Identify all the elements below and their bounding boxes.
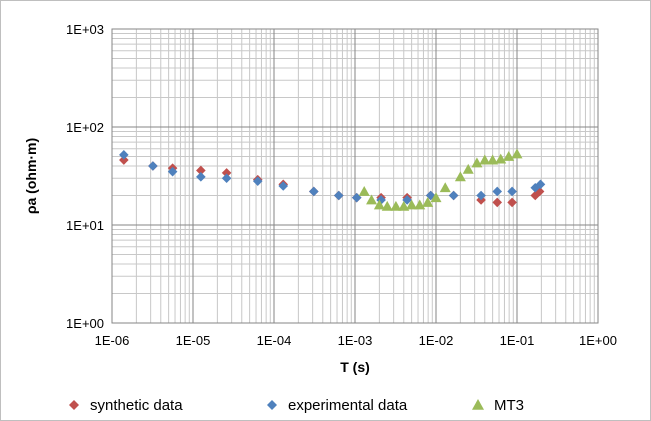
y-tick-label: 1E+01: [66, 218, 104, 233]
data-point: [278, 181, 289, 191]
series-3: [358, 148, 523, 211]
data-point: [376, 195, 386, 205]
x-tick-label: 1E-01: [500, 333, 535, 348]
y-axis-title: ρa (ohm·m): [23, 138, 39, 214]
data-point: [495, 153, 507, 164]
x-tick-label: 1E-05: [176, 333, 211, 348]
data-point: [167, 166, 178, 177]
data-point: [471, 157, 483, 168]
legend-marker: [267, 400, 277, 410]
x-tick-label: 1E-06: [95, 333, 130, 348]
x-tick-label: 1E+00: [579, 333, 617, 348]
data-point: [358, 185, 370, 196]
legend-item: experimental data: [267, 397, 408, 414]
legend-label: MT3: [494, 397, 524, 414]
data-point: [351, 192, 362, 203]
data-point: [366, 194, 378, 205]
tick-labels: 1E-06 1E-05 1E-04 1E-03 1E-02 1E-01 1E+00 1E+00…: [66, 22, 617, 348]
data-point: [402, 195, 412, 205]
data-point: [425, 190, 436, 201]
data-point: [373, 199, 385, 210]
data-points: [119, 148, 546, 211]
y-tick-label: 1E+03: [66, 22, 104, 37]
x-tick-label: 1E-02: [419, 333, 454, 348]
series-2: [119, 150, 546, 205]
data-point: [454, 171, 466, 182]
data-point: [503, 151, 515, 161]
data-point: [476, 190, 486, 201]
data-point: [390, 200, 402, 211]
legend-label: experimental data: [288, 397, 408, 414]
data-point: [381, 200, 393, 211]
data-point: [422, 196, 434, 207]
data-point: [507, 197, 517, 208]
legend: synthetic data experimental data MT3: [69, 397, 524, 414]
data-point: [196, 172, 206, 182]
data-point: [406, 199, 418, 210]
legend-marker: [472, 399, 484, 410]
data-point: [196, 165, 206, 176]
data-point: [148, 161, 158, 171]
x-tick-label: 1E-04: [257, 333, 292, 348]
data-point: [430, 192, 442, 203]
legend-marker: [69, 400, 79, 410]
y-tick-label: 1E+02: [66, 120, 104, 135]
data-point: [507, 186, 517, 197]
data-point: [414, 199, 426, 210]
data-point: [535, 179, 546, 190]
data-point: [462, 163, 474, 174]
data-point: [487, 154, 499, 165]
data-point: [439, 182, 451, 193]
data-point: [333, 190, 344, 201]
data-point: [221, 168, 232, 178]
data-point: [119, 155, 129, 165]
data-point: [309, 186, 319, 197]
y-tick-label: 1E+00: [66, 316, 104, 331]
legend-item: MT3: [472, 397, 524, 414]
x-axis-title: T (s): [340, 359, 370, 375]
x-tick-label: 1E-03: [338, 333, 373, 348]
data-point: [221, 173, 232, 184]
data-point: [479, 154, 491, 165]
legend-item: synthetic data: [69, 397, 183, 414]
legend-label: synthetic data: [90, 397, 183, 414]
grid-lines: [111, 28, 599, 324]
data-point: [492, 197, 503, 208]
data-point: [398, 200, 410, 211]
data-point: [492, 186, 503, 197]
data-point: [119, 150, 129, 160]
data-point: [511, 148, 523, 159]
data-point: [448, 190, 459, 201]
data-point: [252, 176, 263, 186]
